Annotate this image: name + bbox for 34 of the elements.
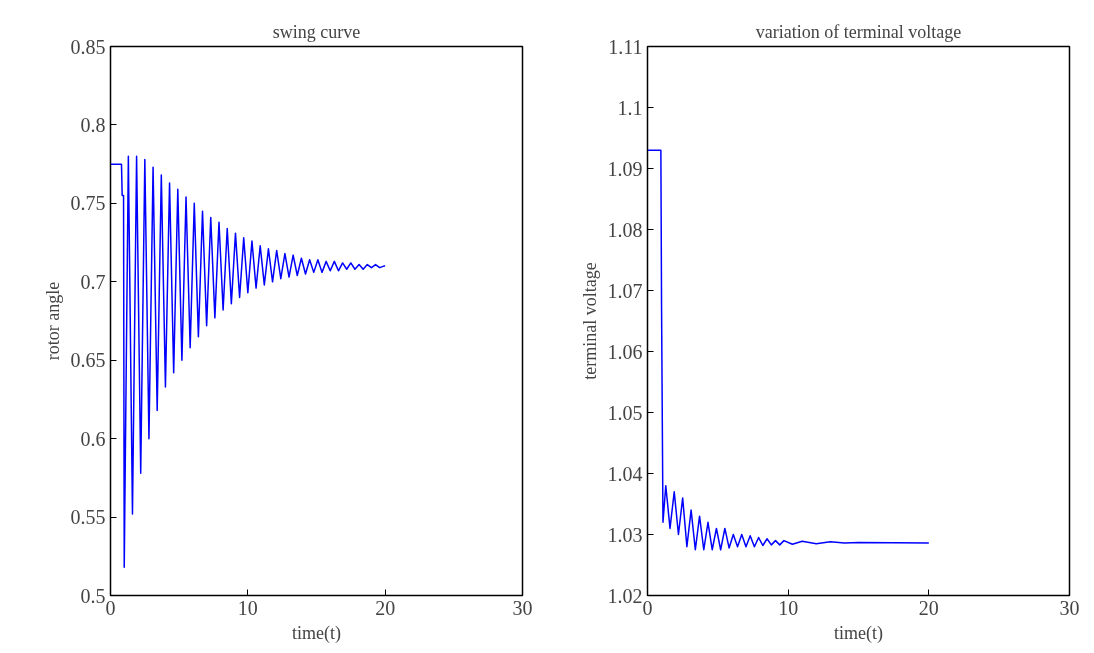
x-tick-label: 10 <box>237 596 258 619</box>
chart-title: variation of terminal voltage <box>755 21 962 42</box>
y-axis-title: terminal voltage <box>579 262 600 380</box>
x-tick-label: 30 <box>1059 596 1080 619</box>
y-tick-label: 1.05 <box>607 401 643 424</box>
y-tick-label: 0.8 <box>80 113 106 136</box>
y-tick-label: 1.04 <box>607 462 643 485</box>
y-tick-label: 0.85 <box>70 35 106 58</box>
x-axis-title: time(t) <box>834 622 883 644</box>
line-series <box>647 149 930 551</box>
y-tick-label: 0.7 <box>80 270 106 293</box>
y-tick-label: 0.6 <box>80 427 106 450</box>
y-tick-label: 1.08 <box>607 218 643 241</box>
y-axis-title: rotor angle <box>42 281 63 361</box>
y-tick-label: 1.1 <box>617 96 643 119</box>
y-tick-label: 0.75 <box>70 192 106 215</box>
y-tick-label: 0.5 <box>80 584 106 607</box>
x-axis-title: time(t) <box>292 622 341 644</box>
x-tick-label: 0 <box>105 596 116 619</box>
y-tick-label: 1.09 <box>607 157 643 180</box>
line-series <box>110 155 386 569</box>
y-tick-label: 1.06 <box>607 340 643 363</box>
x-tick-label: 30 <box>512 596 533 619</box>
x-tick-label: 20 <box>918 596 939 619</box>
y-tick-label: 1.11 <box>608 35 643 58</box>
y-tick-label: 1.02 <box>607 584 643 607</box>
y-tick-label: 0.65 <box>70 349 106 372</box>
x-tick-label: 20 <box>375 596 396 619</box>
x-tick-label: 10 <box>778 596 799 619</box>
y-tick-label: 1.07 <box>607 279 643 302</box>
y-tick-label: 1.03 <box>607 523 643 546</box>
x-tick-label: 0 <box>642 596 653 619</box>
y-tick-label: 0.55 <box>70 506 106 529</box>
chart-title: swing curve <box>272 21 361 42</box>
